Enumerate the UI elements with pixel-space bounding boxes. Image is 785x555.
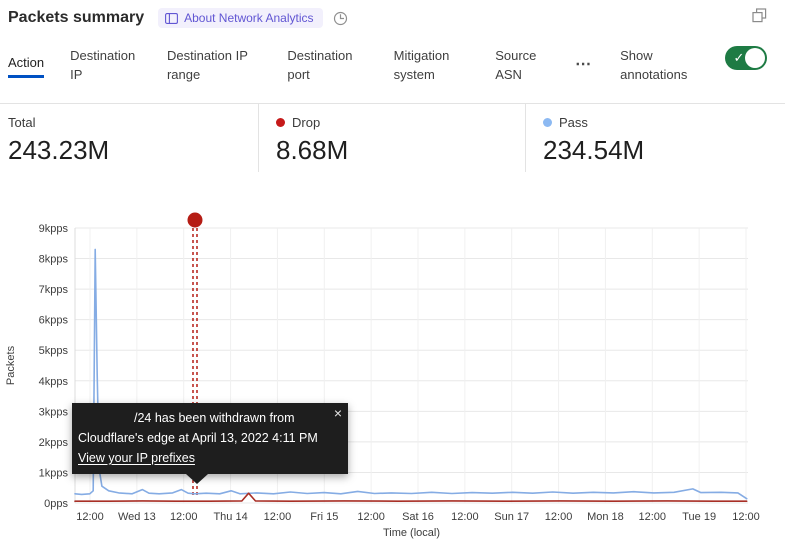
- tab-destination-port[interactable]: Destination port: [287, 46, 367, 84]
- tooltip-line2: Cloudflare's edge at April 13, 2022 4:11…: [78, 431, 318, 445]
- svg-text:4kpps: 4kpps: [39, 376, 69, 388]
- svg-text:12:00: 12:00: [545, 511, 573, 523]
- series-pass-line: [74, 248, 748, 500]
- stat-pass: Pass 234.54M: [525, 104, 785, 172]
- stat-pass-value: 234.54M: [543, 135, 645, 165]
- svg-text:Fri 15: Fri 15: [310, 511, 338, 523]
- svg-text:5kpps: 5kpps: [39, 345, 69, 357]
- stat-pass-label: Pass: [543, 115, 785, 130]
- svg-text:12:00: 12:00: [357, 511, 385, 523]
- svg-text:Packets: Packets: [5, 345, 17, 385]
- svg-text:12:00: 12:00: [264, 511, 292, 523]
- show-annotations-toggle[interactable]: ✓: [725, 46, 767, 70]
- stat-total-label: Total: [8, 115, 36, 130]
- svg-text:3kpps: 3kpps: [39, 406, 69, 418]
- svg-text:Sat 16: Sat 16: [402, 511, 434, 523]
- svg-text:12:00: 12:00: [170, 511, 198, 523]
- show-annotations-label: Show annotations: [620, 48, 688, 82]
- page-title: Packets summary: [8, 9, 145, 26]
- copy-popout-icon[interactable]: [752, 8, 767, 23]
- svg-text:12:00: 12:00: [451, 511, 479, 523]
- svg-text:1kpps: 1kpps: [39, 467, 69, 479]
- dimension-tabs: Action Destination IP Destination IP ran…: [8, 46, 767, 84]
- svg-text:12:00: 12:00: [639, 511, 667, 523]
- svg-text:6kpps: 6kpps: [39, 315, 69, 327]
- svg-text:9kpps: 9kpps: [39, 223, 69, 235]
- stat-drop: Drop 8.68M: [258, 104, 525, 172]
- stats-row: Total 243.23M Drop 8.68M Pass 234.54M: [0, 103, 785, 172]
- drop-legend-dot: [276, 118, 285, 127]
- stat-drop-value: 8.68M: [276, 135, 349, 165]
- packets-time-series-chart[interactable]: 0pps 1kpps 2kpps 3kpps 4kpps 5kpps 6kpps 7kpps 8…: [0, 208, 785, 555]
- stat-total-value: 243.23M: [8, 135, 110, 165]
- series-drop-line: [74, 492, 748, 503]
- tooltip-arrow: [186, 474, 208, 484]
- svg-text:0pps: 0pps: [44, 498, 68, 510]
- svg-text:8kpps: 8kpps: [39, 254, 69, 266]
- tab-destination-ip-range[interactable]: Destination IP range: [167, 46, 261, 84]
- svg-text:12:00: 12:00: [76, 511, 104, 523]
- tooltip-line1: /24 has been withdrawn from: [134, 411, 295, 425]
- svg-text:Sun 17: Sun 17: [494, 511, 529, 523]
- toggle-knob: [745, 48, 765, 68]
- svg-text:Mon 18: Mon 18: [587, 511, 624, 523]
- svg-text:Time (local): Time (local): [383, 527, 440, 539]
- tab-source-asn[interactable]: Source ASN: [495, 46, 547, 84]
- more-tabs-ellipsis-icon[interactable]: ⋯: [575, 56, 593, 73]
- tab-destination-ip[interactable]: Destination IP: [70, 46, 141, 84]
- check-icon: ✓: [733, 50, 745, 66]
- about-network-analytics-badge[interactable]: About Network Analytics: [158, 8, 323, 28]
- svg-text:2kpps: 2kpps: [39, 437, 69, 449]
- stat-drop-label: Drop: [276, 115, 525, 130]
- svg-text:12:00: 12:00: [732, 511, 760, 523]
- close-icon[interactable]: ×: [333, 405, 342, 421]
- annotation-tooltip: × /24 has been withdrawn from Cloudflare…: [72, 403, 348, 484]
- tab-mitigation-system[interactable]: Mitigation system: [394, 46, 470, 84]
- pass-legend-dot: [543, 118, 552, 127]
- svg-text:Wed 13: Wed 13: [118, 511, 156, 523]
- view-ip-prefixes-link[interactable]: View your IP prefixes: [78, 451, 195, 465]
- svg-text:7kpps: 7kpps: [39, 284, 69, 296]
- header: Packets summary About Network Analytics: [8, 8, 745, 28]
- about-badge-label: About Network Analytics: [184, 11, 314, 25]
- tab-action[interactable]: Action: [8, 53, 45, 78]
- svg-text:Thu 14: Thu 14: [213, 511, 247, 523]
- time-period-icon[interactable]: [333, 11, 348, 26]
- stat-total: Total 243.23M: [0, 104, 258, 172]
- book-icon: [165, 12, 179, 24]
- svg-text:Tue 19: Tue 19: [682, 511, 716, 523]
